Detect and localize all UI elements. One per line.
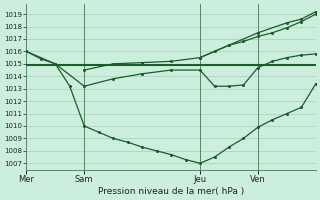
X-axis label: Pression niveau de la mer( hPa ): Pression niveau de la mer( hPa ) [98, 187, 244, 196]
